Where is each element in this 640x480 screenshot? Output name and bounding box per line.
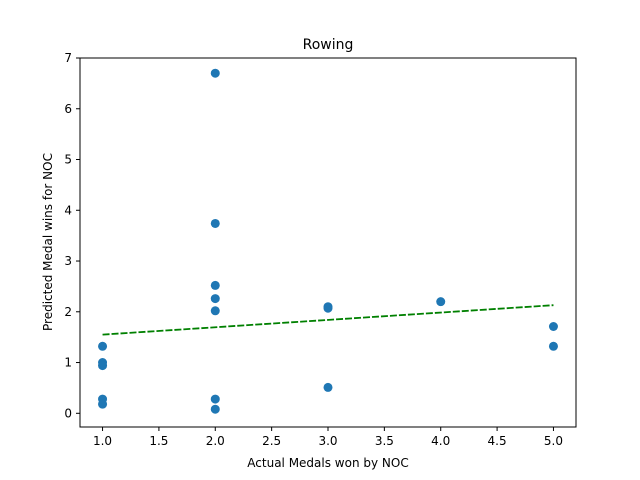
x-tick-label: 4.0	[431, 434, 450, 448]
y-tick-label: 1	[64, 356, 72, 370]
y-tick-label: 4	[64, 203, 72, 217]
chart-title: Rowing	[303, 37, 354, 53]
scatter-point-8	[210, 280, 220, 290]
scatter-point-3	[98, 361, 108, 371]
y-tick-label: 3	[64, 254, 72, 268]
y-axis: 0 1 2 3 4 5 6 7	[64, 51, 80, 420]
trend-line	[102, 304, 554, 336]
axes-frame	[79, 57, 577, 428]
scatter-point-16	[436, 297, 446, 307]
y-tick-label: 0	[64, 406, 72, 420]
x-tick-label: 1.0	[93, 434, 112, 448]
y-tick-label: 6	[64, 102, 72, 116]
scatter-point-7	[210, 218, 220, 228]
x-tick-label: 3.5	[375, 434, 394, 448]
scatter-point-10	[210, 306, 220, 316]
scatter-point-11	[210, 394, 220, 404]
x-tick-label: 4.5	[488, 434, 507, 448]
x-tick-label: 3.0	[318, 434, 337, 448]
scatter-point-15	[323, 382, 333, 392]
scatter-point-17	[548, 322, 558, 332]
x-tick-label: 2.5	[262, 434, 281, 448]
scatter-point-5	[98, 399, 108, 409]
scatter-point-18	[548, 341, 558, 351]
scatter-point-6	[210, 68, 220, 78]
scatter-point-12	[210, 404, 220, 414]
scatter-point-14	[323, 303, 333, 313]
y-tick-label: 5	[64, 153, 72, 167]
x-axis: 1.0 1.5 2.0 2.5 3.0 3.5 4.0 4.5 5.0	[93, 427, 563, 448]
y-tick-label: 2	[64, 305, 72, 319]
x-tick-label: 2.0	[206, 434, 225, 448]
x-axis-label: Actual Medals won by NOC	[247, 456, 408, 470]
y-tick-label: 7	[64, 51, 72, 65]
scatter-point-9	[210, 294, 220, 304]
x-tick-label: 5.0	[544, 434, 563, 448]
x-tick-label: 1.5	[149, 434, 168, 448]
plot-area	[98, 68, 558, 414]
scatter-point-1	[98, 341, 108, 351]
y-axis-label: Predicted Medal wins for NOC	[41, 153, 55, 331]
